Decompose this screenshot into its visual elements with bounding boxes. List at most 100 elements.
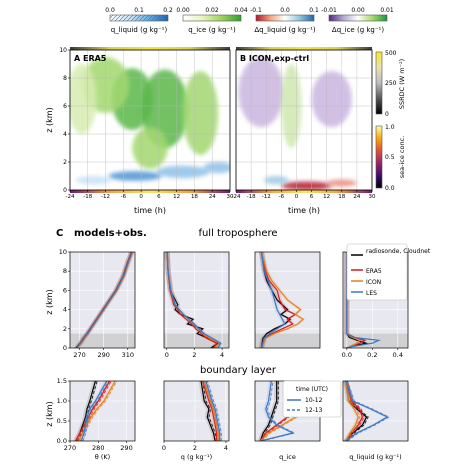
subplot-frame	[342, 380, 409, 442]
x-tick-label: 6	[157, 194, 161, 200]
series-spread	[78, 381, 110, 441]
y-tick-label: 8	[63, 75, 67, 82]
y-tick-label: 6	[63, 103, 67, 110]
y-tick-label: 0	[63, 187, 67, 194]
dq-liquid-region	[281, 181, 332, 190]
series-line	[76, 252, 133, 348]
x-tick-label: 0.4	[393, 351, 403, 359]
x-tick-label: 290	[97, 351, 109, 359]
subplot-frame	[69, 380, 136, 442]
vcbar-label: sea-ice conc.	[398, 136, 406, 178]
x-tick-label: 2	[192, 351, 196, 359]
panel-a-frame	[69, 49, 231, 191]
dq-ice-region	[238, 57, 284, 127]
y-tick-label: 0.5	[57, 417, 67, 425]
series-line-dashed	[346, 381, 390, 441]
legend-label-icon: ICON	[366, 279, 381, 286]
cbar-label: q_ice (g kg⁻¹)	[188, 26, 236, 34]
q-liquid-region	[155, 165, 210, 179]
series-line	[80, 381, 108, 441]
subplot-frame	[163, 251, 230, 349]
x-tick-label: 24	[353, 194, 360, 200]
top-colorbars: 0.0 0.1 0.2 0.00 0.02 0.04 -0.1 0.0 0.1 …	[105, 7, 394, 34]
series-line-dashed	[206, 381, 222, 441]
series-line	[345, 381, 359, 441]
x-tick-label: -12	[101, 194, 110, 200]
x-tick-label: 6	[310, 194, 314, 200]
colorbar-dq-ice	[328, 14, 388, 22]
legend-full-box	[346, 243, 408, 301]
profile-subplot: 0 2 4	[163, 251, 230, 359]
legend-label-les: LES	[366, 290, 377, 297]
dq-liquid-region	[263, 176, 289, 185]
subplot-frame	[254, 251, 321, 349]
legend-bl: time (UTC) 10-12 12-13	[282, 380, 342, 418]
bl-ylabel: z (km)	[45, 401, 54, 426]
boundary-layer-shading	[255, 333, 320, 348]
cbar-tick: 0.0	[105, 7, 115, 14]
x-tick-label: -24	[66, 194, 75, 200]
legend-bl-title: time (UTC)	[296, 386, 328, 393]
series-line-dashed	[261, 381, 279, 441]
cbar-tick: 0.2	[163, 7, 173, 14]
y-tick-label: 1.0	[57, 397, 67, 405]
x-axis-label: q_liquid (g kg⁻¹)	[349, 453, 401, 461]
colorbar-q-liquid-hatch	[110, 15, 168, 21]
series-group	[198, 381, 223, 441]
series-group	[343, 381, 390, 441]
x-tick-label: 0	[162, 444, 166, 452]
boundary-layer-shading	[164, 333, 229, 348]
x-tick-label: 310	[122, 351, 134, 359]
series-line	[346, 252, 381, 348]
colorbar-q-ice	[182, 14, 242, 22]
dq-ice-region	[311, 71, 352, 127]
x-tick-label: 270	[64, 444, 76, 452]
panel-c-title: models+obs.	[74, 228, 147, 239]
legend-label-era5: ERA5	[366, 268, 382, 275]
panel-c-label: C	[56, 228, 63, 239]
vcbar-tick: 0.0	[385, 185, 395, 192]
x-tick-label: 0	[295, 194, 299, 200]
cbar-tick: 0.00	[351, 7, 365, 14]
y-tick-label: 8	[63, 267, 67, 275]
q-liquid-region	[108, 171, 162, 181]
q-liquid-region	[203, 162, 230, 174]
series-group	[258, 252, 306, 348]
vcbar-tick: 0.5	[385, 154, 395, 161]
panel-b-frame	[235, 49, 373, 191]
cbar-label: Δq_ice (g kg⁻¹)	[332, 26, 384, 34]
panel-a-sw-strip	[70, 47, 230, 50]
q-ice-region	[70, 64, 97, 134]
profile-subplot: q_liquid (g kg⁻¹)	[342, 380, 409, 461]
series-line-dashed	[202, 381, 218, 441]
cbar-tick: 0.00	[176, 7, 190, 14]
x-tick-label: 280	[92, 444, 104, 452]
section-boundary-layer: boundary layer	[200, 365, 277, 376]
series-line-dashed	[261, 381, 296, 441]
panel-b-sw-strip	[236, 47, 372, 50]
q-liquid-region	[75, 176, 112, 185]
cbar-tick: 0.1	[309, 7, 319, 14]
panel-b-ticks: -24 -18 -12 -6 0 6 12 18 24 30	[232, 190, 376, 200]
y-tick-label: 1.5	[57, 377, 67, 385]
panel-a-label: A ERA5	[74, 54, 107, 63]
y-tick-label: 4	[63, 306, 67, 314]
subplot-frame	[163, 380, 230, 442]
y-tick-label: 4	[63, 131, 67, 138]
y-tick-label: 10	[59, 47, 67, 54]
y-tick-label: 10	[59, 248, 67, 256]
x-axis-label: θ (K)	[95, 453, 110, 461]
section-full-troposphere: full troposphere	[198, 228, 277, 239]
x-tick-label: -18	[83, 194, 92, 200]
series-spread	[201, 381, 221, 441]
x-tick-label: 4	[220, 351, 224, 359]
series-spread	[164, 252, 220, 348]
series-line-dashed	[346, 381, 361, 441]
profile-panels: 270 290 310 0 2 4 6 8 10 0 2 4 0.0 0.2 0.4 270 280 290 θ (…	[57, 248, 409, 461]
profile-subplot: 0 2 4 q (g kg⁻¹)	[162, 380, 230, 461]
x-tick-label: 2	[193, 444, 197, 452]
series-line	[345, 381, 364, 441]
vcbar-tick: 500	[385, 50, 397, 57]
